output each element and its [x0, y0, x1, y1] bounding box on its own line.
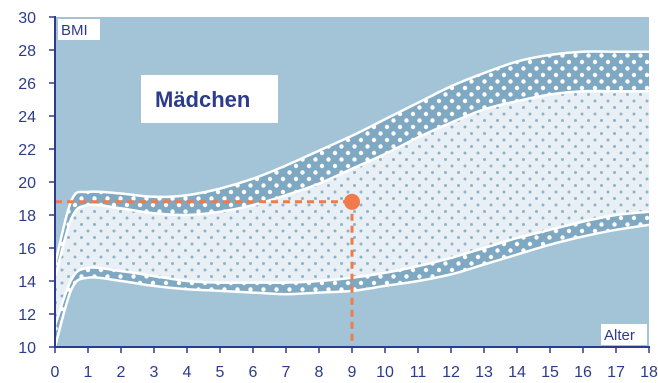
x-tick-label: 9	[348, 364, 357, 381]
x-tick-label: 3	[150, 364, 159, 381]
x-tick-label: 7	[282, 364, 291, 381]
x-tick-labels: 0 1 2 3 4 5 6 7 8 9 10 11 12 13 14 15 16 17 18	[51, 364, 658, 381]
y-tick-label: 18	[18, 208, 36, 225]
curve-p97	[55, 50, 649, 265]
chart-title: Mädchen	[155, 87, 250, 112]
x-tick-label: 10	[376, 364, 394, 381]
y-tick-label: 16	[18, 241, 36, 258]
axes	[49, 16, 650, 353]
y-axis-title: BMI	[61, 22, 88, 39]
x-tick-label: 5	[216, 364, 225, 381]
percentile-curves	[55, 50, 649, 347]
x-tick-label: 18	[640, 364, 658, 381]
title-box	[141, 75, 278, 123]
curve-p3	[55, 223, 649, 347]
x-tick-label: 8	[315, 364, 324, 381]
y-tick-label: 12	[18, 307, 36, 324]
x-tick-label: 17	[607, 364, 625, 381]
y-tick-label: 30	[18, 10, 36, 27]
y-tick-label: 24	[18, 109, 36, 126]
y-tick-label: 10	[18, 340, 36, 357]
x-tick-label: 11	[410, 364, 427, 381]
y-tick-labels: 10 12 14 16 18 20 22 24 26 28 30	[18, 10, 36, 357]
x-tick-label: 16	[574, 364, 592, 381]
curve-p90	[55, 89, 649, 279]
curve-p10	[55, 210, 649, 327]
xlabel-box	[601, 324, 647, 345]
y-tick-label: 26	[18, 76, 36, 93]
x-tick-label: 2	[117, 364, 126, 381]
x-tick-label: 0	[51, 364, 60, 381]
y-tick-label: 28	[18, 43, 36, 60]
y-tick-label: 14	[18, 274, 36, 291]
x-tick-label: 1	[84, 364, 93, 381]
x-tick-label: 13	[475, 364, 493, 381]
y-tick-label: 22	[18, 142, 36, 159]
y-tick-label: 20	[18, 175, 36, 192]
x-tick-label: 12	[442, 364, 460, 381]
ylabel-box	[58, 19, 100, 40]
bmi-marker-point	[344, 193, 360, 210]
x-tick-label: 14	[508, 364, 526, 381]
x-axis-title: Alter	[604, 327, 635, 344]
x-tick-label: 6	[249, 364, 258, 381]
x-tick-label: 4	[183, 364, 192, 381]
marker-guides	[55, 200, 354, 347]
x-tick-label: 15	[541, 364, 559, 381]
